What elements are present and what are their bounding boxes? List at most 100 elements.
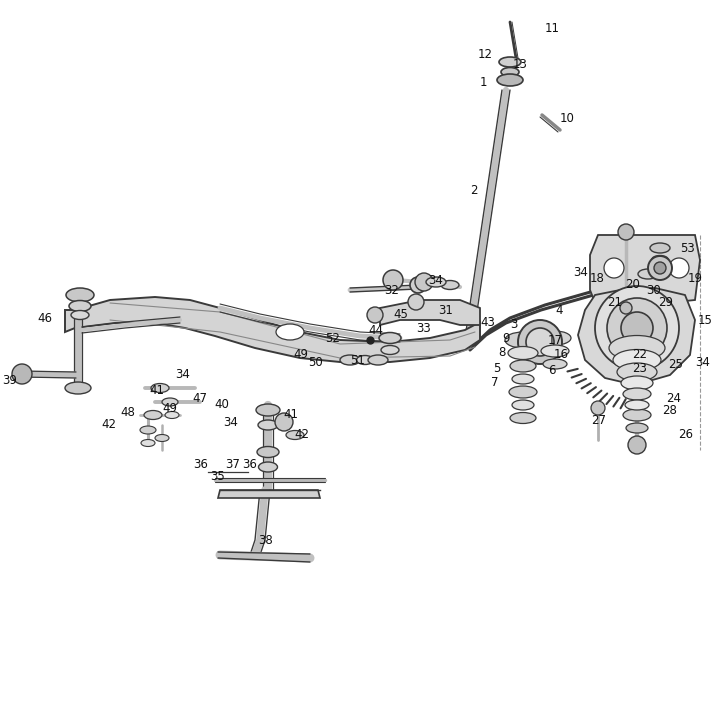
Polygon shape: [65, 297, 480, 362]
Polygon shape: [380, 300, 480, 325]
Text: 50: 50: [308, 355, 323, 368]
Ellipse shape: [368, 355, 388, 365]
Text: 24: 24: [666, 392, 681, 405]
Text: 34: 34: [428, 274, 443, 287]
Ellipse shape: [65, 382, 91, 394]
Text: 37: 37: [225, 458, 240, 471]
Ellipse shape: [613, 350, 661, 370]
Text: 23: 23: [632, 362, 647, 375]
Circle shape: [669, 258, 689, 278]
Polygon shape: [218, 490, 320, 498]
Text: 16: 16: [554, 348, 569, 362]
Circle shape: [604, 258, 624, 278]
Text: 20: 20: [625, 279, 640, 292]
Text: 35: 35: [211, 470, 225, 483]
Text: 53: 53: [680, 242, 695, 255]
Circle shape: [591, 401, 605, 415]
Ellipse shape: [356, 355, 374, 365]
Text: 34: 34: [223, 415, 238, 428]
Ellipse shape: [256, 404, 280, 416]
Text: 51: 51: [350, 353, 365, 367]
Text: 5: 5: [492, 362, 500, 375]
Text: 45: 45: [393, 308, 408, 322]
Text: 52: 52: [325, 332, 340, 345]
Text: 39: 39: [2, 373, 17, 387]
Text: 17: 17: [548, 333, 563, 347]
Ellipse shape: [510, 360, 536, 372]
Text: 30: 30: [646, 284, 661, 297]
Text: 34: 34: [695, 355, 710, 368]
Ellipse shape: [165, 412, 179, 418]
Circle shape: [415, 273, 433, 291]
Text: 1: 1: [480, 77, 487, 89]
Ellipse shape: [66, 288, 94, 302]
Ellipse shape: [340, 355, 360, 365]
Ellipse shape: [509, 386, 537, 398]
Ellipse shape: [441, 280, 459, 290]
Text: 22: 22: [632, 348, 647, 362]
Text: 34: 34: [573, 267, 588, 280]
Text: 21: 21: [607, 295, 622, 308]
Text: 43: 43: [480, 315, 495, 328]
Text: 3: 3: [510, 318, 518, 332]
Text: 49: 49: [162, 402, 177, 415]
Circle shape: [383, 270, 403, 290]
Text: 44: 44: [368, 323, 383, 337]
Text: 40: 40: [214, 398, 229, 412]
Ellipse shape: [512, 400, 534, 410]
Circle shape: [654, 262, 666, 274]
Text: 48: 48: [120, 407, 135, 420]
Text: 8: 8: [499, 347, 506, 360]
Polygon shape: [590, 235, 700, 310]
Text: 32: 32: [384, 284, 399, 297]
Text: 42: 42: [101, 418, 116, 431]
Ellipse shape: [541, 345, 569, 357]
Text: 31: 31: [438, 303, 453, 317]
Text: 38: 38: [258, 533, 274, 546]
Ellipse shape: [508, 347, 538, 360]
Text: 25: 25: [668, 358, 683, 372]
Ellipse shape: [617, 363, 657, 381]
Circle shape: [621, 312, 653, 344]
Ellipse shape: [155, 435, 169, 441]
Ellipse shape: [381, 345, 399, 355]
Ellipse shape: [497, 74, 523, 86]
Circle shape: [648, 256, 672, 280]
Text: 34: 34: [175, 368, 190, 382]
Circle shape: [408, 294, 424, 310]
Circle shape: [607, 298, 667, 358]
Ellipse shape: [499, 57, 521, 67]
Text: 28: 28: [662, 403, 677, 417]
Text: 12: 12: [478, 49, 493, 61]
Ellipse shape: [652, 255, 668, 265]
Ellipse shape: [140, 426, 156, 434]
Circle shape: [275, 413, 293, 431]
Text: 41: 41: [149, 383, 164, 397]
Text: 10: 10: [560, 112, 575, 124]
Text: 49: 49: [293, 348, 308, 362]
Circle shape: [620, 302, 632, 314]
Ellipse shape: [543, 359, 567, 369]
Ellipse shape: [426, 277, 446, 287]
Text: 41: 41: [283, 408, 298, 422]
Circle shape: [518, 320, 562, 364]
Text: 11: 11: [545, 21, 560, 34]
Circle shape: [618, 224, 634, 240]
Text: 15: 15: [698, 313, 713, 327]
Ellipse shape: [258, 420, 278, 430]
Text: 42: 42: [294, 428, 309, 441]
Ellipse shape: [144, 410, 162, 420]
Text: 7: 7: [490, 377, 498, 390]
Ellipse shape: [609, 335, 665, 360]
Ellipse shape: [623, 409, 651, 421]
Text: 33: 33: [416, 322, 431, 335]
Text: 36: 36: [242, 458, 257, 471]
Text: 18: 18: [590, 272, 605, 285]
Ellipse shape: [71, 310, 89, 320]
Circle shape: [595, 286, 679, 370]
Ellipse shape: [638, 269, 658, 279]
Ellipse shape: [621, 376, 653, 390]
Ellipse shape: [510, 413, 536, 423]
Text: 4: 4: [555, 303, 562, 317]
Ellipse shape: [276, 324, 304, 340]
